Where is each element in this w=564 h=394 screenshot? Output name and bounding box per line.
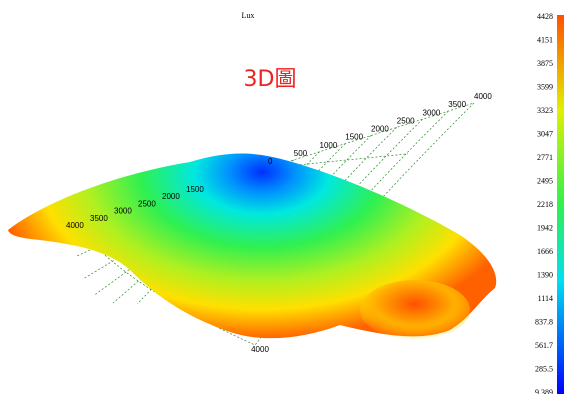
colorbar-label: 2771 [537, 153, 553, 162]
grid-arc [75, 102, 475, 346]
axis-tick-label: 3000 [114, 207, 132, 216]
colorbar-label: 1390 [537, 271, 553, 280]
axis-tick-label: 3500 [448, 100, 466, 109]
axis-tick-label: 3000 [423, 108, 441, 117]
axis-tick-label: 2000 [371, 125, 389, 134]
colorbar-label: 3599 [537, 83, 553, 92]
colorbar-label: 1114 [538, 294, 553, 303]
surface-lobe [360, 280, 470, 340]
colorbar-label: 1942 [537, 224, 553, 233]
colorbar-label: 3875 [537, 59, 553, 68]
axis-tick-label: 2500 [397, 116, 415, 125]
colorbar-label: 4151 [537, 36, 553, 45]
axis-tick-label: 0 [268, 157, 273, 166]
colorbar-label: 9.389 [535, 388, 553, 394]
axis-tick-label: 4000 [474, 92, 492, 101]
colorbar-label: 2218 [537, 200, 553, 209]
colorbar-label: 561.7 [535, 341, 553, 350]
colorbar [557, 15, 564, 394]
colorbar-label: 837.8 [535, 318, 553, 327]
grid-spoke [267, 153, 409, 169]
axis-tick-label: 3500 [90, 214, 108, 223]
axis-tick-label: 500 [294, 149, 308, 158]
grid-spoke [267, 102, 475, 169]
colorbar-label: 4428 [537, 12, 553, 21]
title: Lux [242, 11, 255, 20]
axis-tick-label: 2000 [162, 192, 180, 201]
colorbar-label: 3323 [537, 106, 553, 115]
axis-tick-label: 1500 [186, 185, 204, 194]
colorbar-label: 1666 [537, 247, 553, 256]
axis-label: 4000 [251, 345, 269, 354]
axis-tick-label: 2500 [138, 199, 156, 208]
colorbar-label: 3047 [537, 130, 553, 139]
colorbar-label: 285.5 [535, 365, 553, 374]
axis-tick-label: 4000 [66, 221, 84, 230]
axis-tick-label: 1000 [320, 141, 338, 150]
axis-tick-label: 1500 [345, 133, 363, 142]
colorbar-label: 2495 [537, 177, 553, 186]
overlay-label: 3D圖 [244, 67, 297, 92]
